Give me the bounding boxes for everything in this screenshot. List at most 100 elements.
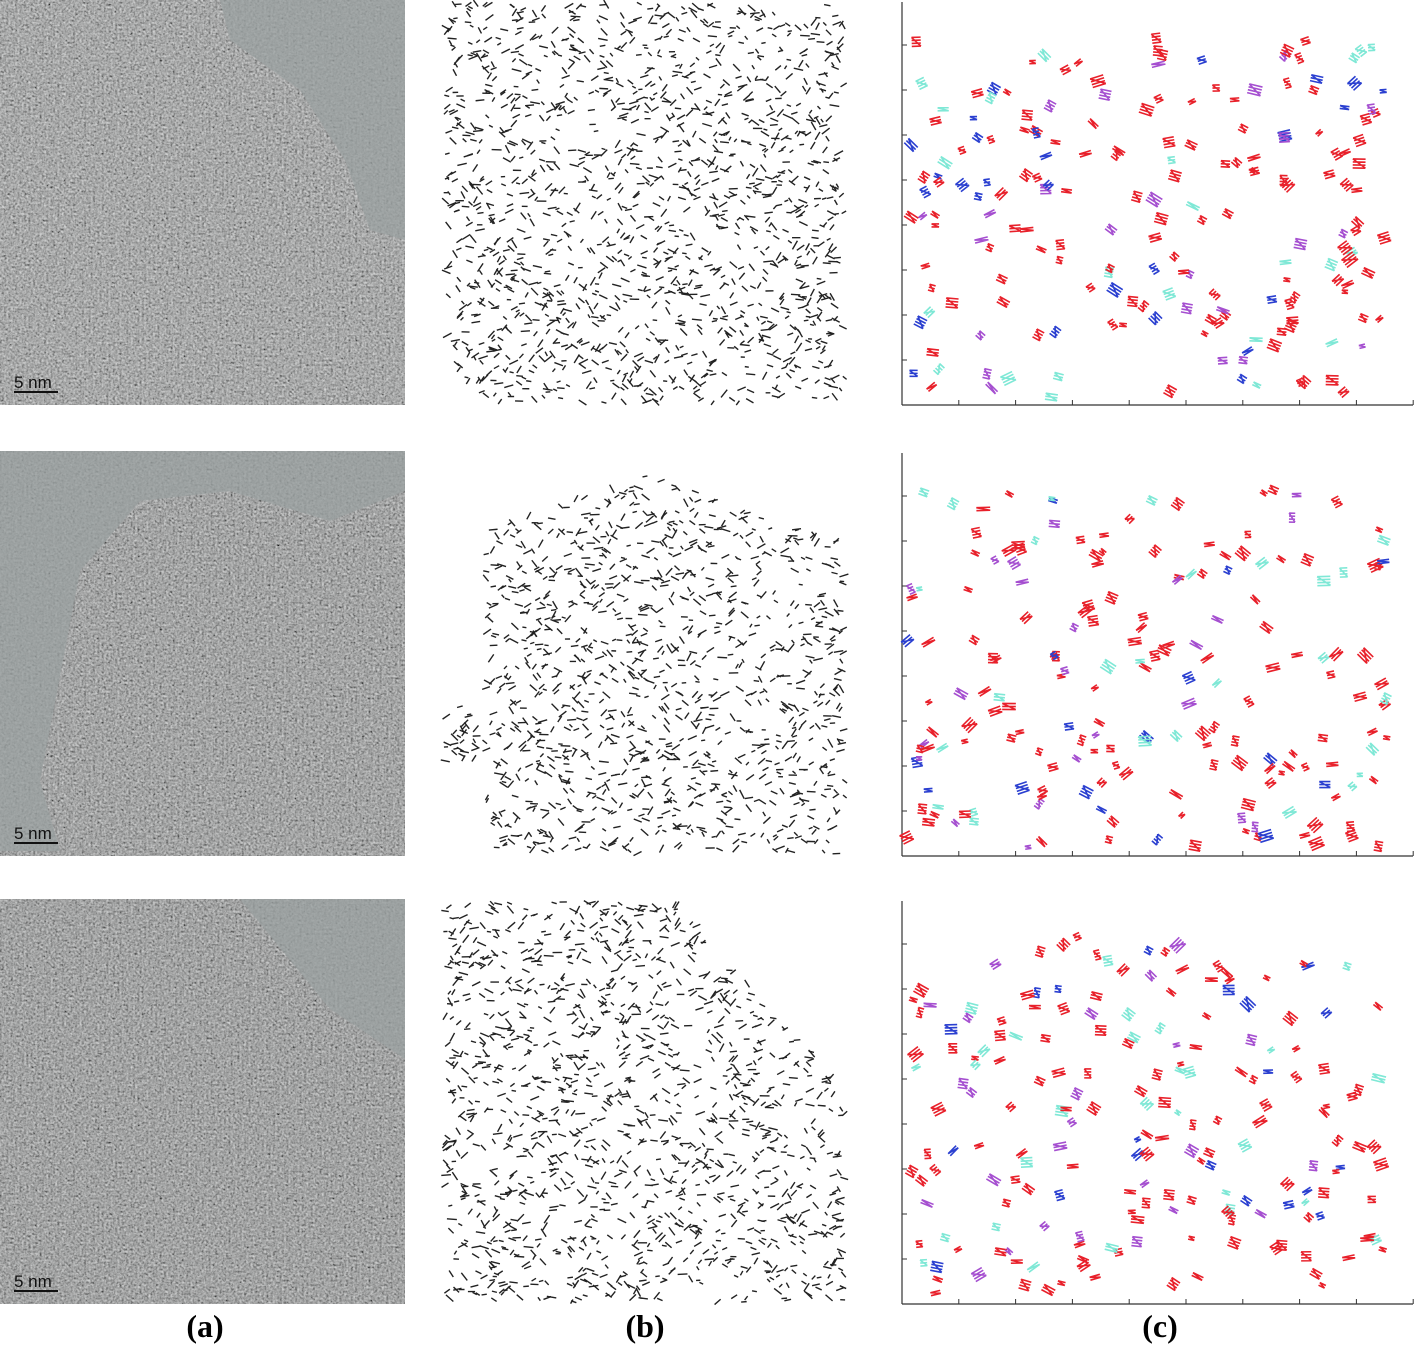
- fringe: [728, 769, 733, 774]
- fringe: [496, 1123, 503, 1133]
- fringe: [608, 575, 618, 580]
- fringe: [542, 835, 551, 838]
- fringe: [712, 1256, 719, 1263]
- fringe: [531, 169, 536, 176]
- fringe: [633, 192, 641, 199]
- fringe: [781, 1026, 786, 1031]
- fringe: [547, 517, 556, 521]
- fringe: [766, 838, 771, 844]
- fringe: [748, 91, 754, 96]
- fringe: [718, 1213, 727, 1218]
- fringe: [625, 633, 632, 637]
- fringe: [785, 372, 792, 379]
- fringe: [724, 1258, 733, 1262]
- fringe: [444, 176, 450, 180]
- fringe: [533, 1076, 539, 1079]
- fringe: [832, 715, 842, 719]
- fringe: [555, 1064, 561, 1067]
- fringe-stack: [1325, 761, 1339, 768]
- fringe-stack: [917, 803, 928, 815]
- fringe: [597, 66, 606, 71]
- fringe: [676, 114, 686, 120]
- fringe: [462, 934, 470, 944]
- fringe-stack: [1325, 338, 1339, 348]
- fringe-stack: [1303, 1211, 1315, 1223]
- fringe-stack: [1376, 558, 1390, 565]
- fringe: [565, 1109, 570, 1114]
- fringe: [659, 924, 668, 932]
- fringe: [688, 935, 696, 942]
- fringe: [576, 837, 580, 843]
- fringe: [601, 548, 608, 554]
- fringe: [712, 144, 719, 152]
- fringe: [578, 358, 589, 365]
- fringe: [615, 77, 620, 84]
- fringe: [821, 197, 827, 200]
- fringe: [676, 279, 681, 286]
- fringe-stack: [1177, 269, 1190, 275]
- fringe: [441, 1182, 449, 1188]
- fringe: [553, 162, 561, 171]
- fringe: [829, 52, 839, 57]
- fringe-stack: [1294, 52, 1305, 65]
- fringe: [816, 295, 823, 304]
- fringe: [661, 705, 668, 714]
- fringe: [691, 1164, 696, 1168]
- fringe: [647, 1057, 655, 1062]
- fringe: [716, 525, 727, 530]
- fringe: [824, 610, 834, 617]
- fringe-stack: [971, 1055, 979, 1061]
- fringe: [721, 830, 725, 835]
- fringe: [511, 68, 522, 73]
- fringe: [711, 1244, 717, 1249]
- fringe: [573, 1061, 580, 1071]
- fringe: [629, 740, 637, 749]
- fringe: [548, 1119, 559, 1122]
- fringe: [577, 354, 584, 360]
- fringe: [528, 369, 535, 374]
- fringe: [809, 247, 816, 254]
- fringe-stack: [1326, 670, 1336, 680]
- fringe: [656, 970, 662, 976]
- fringe: [557, 54, 563, 57]
- fringe: [577, 993, 584, 1000]
- fringe: [471, 742, 479, 749]
- fringe: [713, 678, 719, 681]
- fringe: [635, 1060, 644, 1067]
- fringe: [544, 644, 549, 647]
- fringe: [747, 51, 754, 55]
- fringe: [612, 171, 617, 176]
- fringe: [496, 42, 502, 46]
- fringe: [746, 173, 751, 180]
- fringe: [699, 828, 708, 834]
- fringe-stack: [1360, 1236, 1375, 1243]
- fringe: [599, 939, 609, 943]
- fringe: [656, 958, 666, 963]
- fringe: [540, 4, 547, 12]
- fringe: [531, 35, 540, 41]
- fringe: [820, 765, 828, 769]
- fringe: [704, 264, 713, 268]
- fringe: [461, 340, 469, 346]
- fringe: [775, 640, 783, 647]
- fringe-stack: [1185, 568, 1198, 580]
- fringe: [610, 742, 618, 745]
- fringe: [746, 388, 755, 394]
- fringe: [679, 1197, 686, 1201]
- fringe: [842, 375, 848, 380]
- fringe: [653, 684, 657, 690]
- fringe: [520, 212, 527, 220]
- fringe: [813, 637, 821, 643]
- fringe: [447, 191, 451, 196]
- fringe: [738, 515, 748, 521]
- fringe: [623, 1046, 629, 1051]
- fringe: [663, 1021, 670, 1029]
- fringe: [467, 41, 473, 45]
- fringe: [549, 187, 557, 197]
- fringe: [666, 643, 673, 653]
- fringe: [667, 267, 678, 271]
- fringe: [824, 788, 832, 791]
- fringe: [531, 172, 537, 178]
- fringe: [522, 1147, 529, 1151]
- fringe: [616, 953, 624, 961]
